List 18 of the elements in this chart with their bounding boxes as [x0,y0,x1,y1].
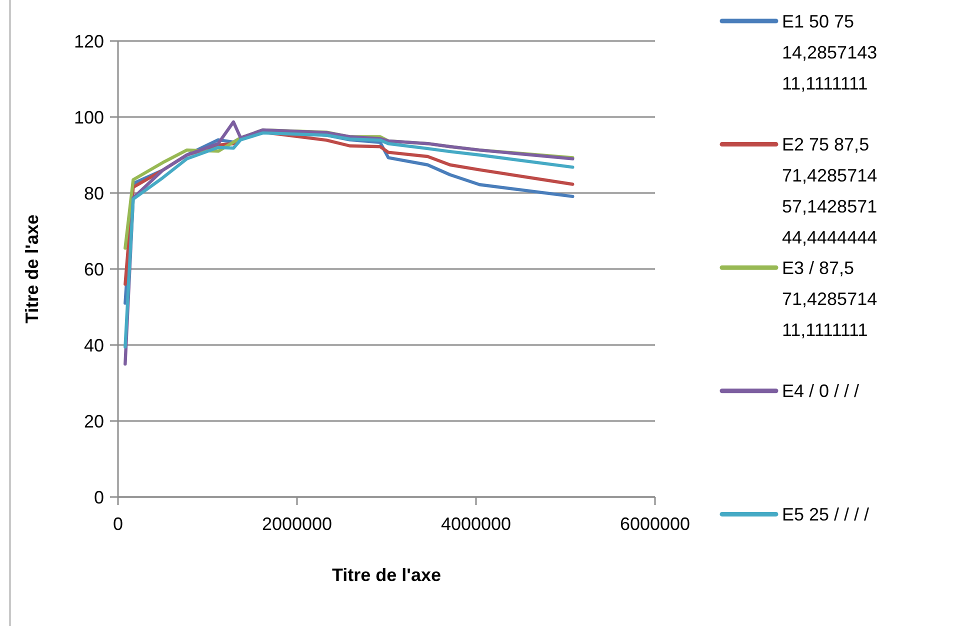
legend-label: E5 25 / / / / [782,504,870,524]
x-tick-label: 0 [112,514,124,534]
y-tick-label: 40 [84,335,104,356]
y-tick-label: 80 [84,183,104,204]
x-tick-label: 2000000 [262,514,332,534]
y-axis-title: Titre de l'axe [22,214,42,324]
y-tick-label: 60 [84,259,104,280]
x-tick-label: 4000000 [440,514,512,534]
x-tick-label: 6000000 [620,514,690,534]
legend-label: E1 50 75 14,2857143 11,1111111 [782,11,878,94]
x-axis-title: Titre de l'axe [332,565,442,585]
y-tick-label: 120 [74,31,104,52]
y-tick-label: 100 [74,107,104,128]
legend-label: E4 / 0 / / / [782,381,860,402]
legend-label: E3 / 87,5 71,4285714 11,1111111 [782,258,878,340]
y-tick-label: 20 [84,411,104,432]
y-tick-label: 0 [94,487,104,508]
legend-label: E2 75 87,5 71,4285714 57,1428571 44,4444444 [782,134,878,248]
